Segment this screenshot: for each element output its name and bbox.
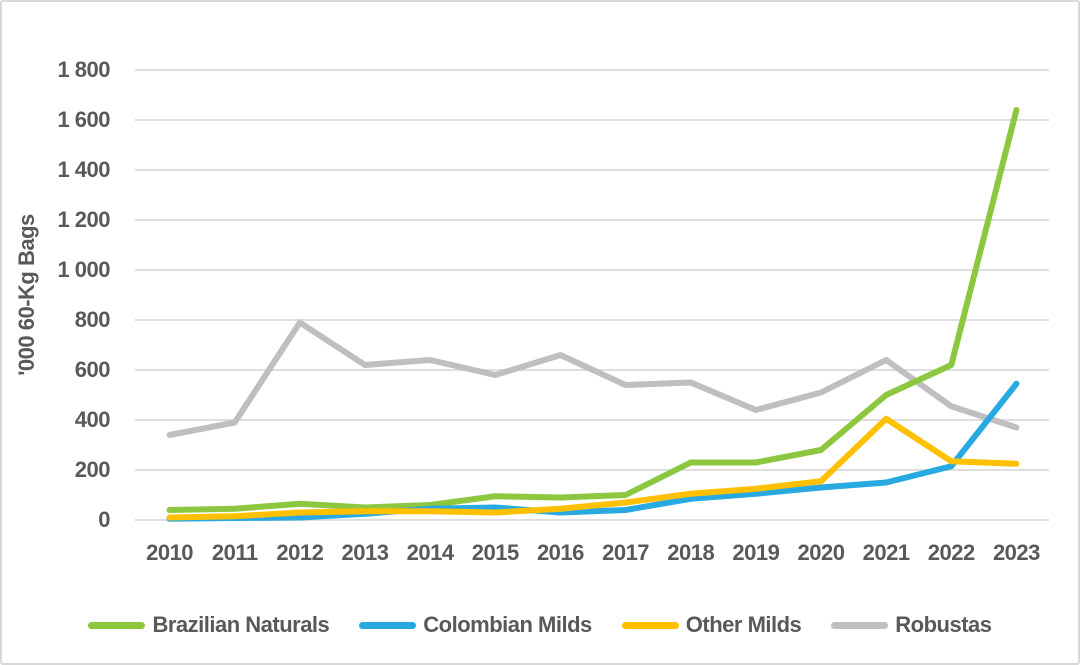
legend-item-robustas: Robustas: [831, 612, 992, 638]
series-line-other-milds: [166, 415, 1020, 521]
x-axis-tick-labels: 2010 2011 2012 2013 2014 2015 2016 2017 2018 2019…: [146, 540, 1041, 565]
x-tick-label: 2020: [798, 540, 845, 565]
legend-item-other-milds: Other Milds: [621, 612, 802, 638]
legend-label-colombian-milds: Colombian Milds: [423, 612, 592, 637]
gridlines: [135, 69, 1049, 521]
y-tick-label: 1 200: [57, 207, 110, 232]
x-tick-label: 2019: [732, 540, 779, 565]
x-tick-label: 2011: [212, 540, 258, 565]
y-tick-label: 0: [98, 507, 110, 532]
line-chart: '000 60-Kg Bags 0 200 400 600 800 1 000 1 200 1…: [14, 57, 1049, 565]
legend-swatch-brazilian-naturals: [88, 621, 146, 629]
y-tick-label: 1 600: [57, 107, 110, 132]
series-line-robustas: [166, 319, 1020, 438]
y-tick-label: 600: [75, 357, 110, 382]
y-tick-label: 1 800: [57, 57, 110, 82]
x-tick-label: 2012: [276, 540, 323, 565]
y-tick-label: 200: [75, 457, 110, 482]
y-tick-label: 800: [75, 307, 110, 332]
x-tick-label: 2022: [928, 540, 975, 565]
legend-label-robustas: Robustas: [895, 612, 992, 637]
series-line-colombian-milds: [166, 380, 1020, 522]
y-axis-title: '000 60-Kg Bags: [14, 214, 39, 376]
x-tick-label: 2013: [342, 540, 389, 565]
y-tick-label: 1 000: [57, 257, 110, 282]
y-tick-label: 1 400: [57, 157, 110, 182]
y-tick-label: 400: [75, 407, 110, 432]
legend-item-colombian-milds: Colombian Milds: [359, 612, 592, 638]
legend-swatch-colombian-milds: [359, 621, 417, 629]
series-lines: [166, 107, 1020, 522]
x-tick-label: 2014: [407, 540, 455, 565]
series-line-brazilian-naturals: [166, 107, 1020, 513]
x-tick-label: 2021: [863, 540, 910, 565]
x-tick-label: 2017: [602, 540, 649, 565]
x-tick-label: 2023: [993, 540, 1040, 565]
legend-label-brazilian-naturals: Brazilian Naturals: [152, 612, 330, 637]
x-tick-label: 2015: [472, 540, 519, 565]
x-tick-label: 2010: [146, 540, 193, 565]
legend-swatch-other-milds: [621, 621, 679, 629]
x-tick-label: 2018: [667, 540, 714, 565]
legend-item-brazilian-naturals: Brazilian Naturals: [88, 612, 330, 638]
legend-label-other-milds: Other Milds: [685, 612, 802, 637]
chart-legend: Brazilian Naturals Colombian Milds Other…: [2, 603, 1078, 647]
legend-swatch-robustas: [831, 621, 889, 629]
x-tick-label: 2016: [537, 540, 584, 565]
y-axis-tick-labels: 0 200 400 600 800 1 000 1 200 1 400 1 600 1 800: [57, 57, 110, 532]
